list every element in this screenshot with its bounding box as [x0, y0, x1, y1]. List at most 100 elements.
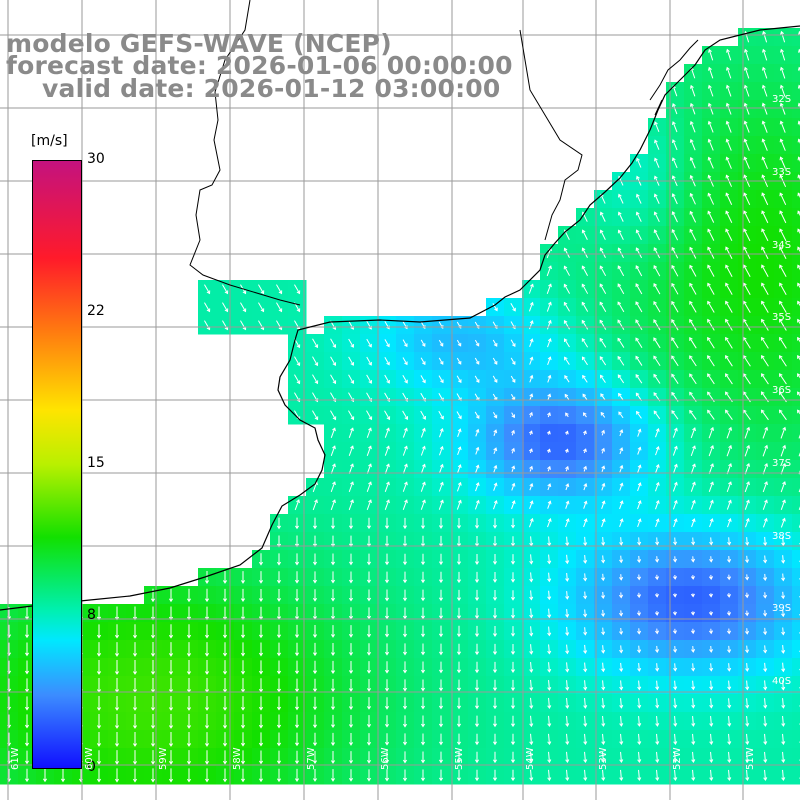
- wind-arrow: [583, 715, 588, 727]
- wind-arrow: [655, 716, 660, 727]
- wind-arrow: [672, 445, 678, 456]
- wind-arrow: [312, 624, 318, 638]
- wind-arrow: [743, 210, 751, 224]
- wind-arrow: [601, 662, 606, 673]
- wind-arrow: [619, 464, 624, 473]
- wind-arrow: [510, 554, 516, 565]
- wind-arrow: [96, 768, 102, 783]
- wind-arrow: [366, 356, 372, 366]
- wind-arrow: [438, 445, 444, 456]
- wind-arrow: [529, 608, 534, 619]
- wind-arrow: [402, 715, 408, 728]
- wind-arrow: [726, 628, 732, 635]
- wind-arrow: [564, 393, 570, 400]
- wind-arrow: [492, 554, 498, 565]
- wind-arrow: [529, 626, 534, 637]
- wind-arrow: [186, 696, 192, 711]
- wind-arrow: [672, 593, 677, 598]
- wind-arrow: [474, 518, 480, 529]
- wind-arrow: [707, 156, 714, 169]
- lat-label: 37S: [772, 458, 792, 469]
- wind-arrow: [258, 732, 264, 747]
- wind-arrow: [529, 338, 534, 347]
- wind-arrow: [132, 606, 138, 621]
- wind-arrow: [583, 627, 588, 636]
- wind-arrow: [420, 589, 426, 602]
- wind-arrow: [763, 680, 768, 691]
- wind-arrow: [583, 662, 588, 673]
- wind-arrow: [384, 661, 390, 674]
- wind-arrow: [456, 481, 462, 492]
- wind-arrow: [456, 607, 462, 620]
- wind-arrow: [601, 769, 606, 782]
- wind-arrow: [672, 628, 678, 635]
- wind-arrow: [24, 660, 30, 675]
- wind-arrow: [601, 627, 606, 636]
- wind-arrow: [673, 646, 678, 653]
- wind-arrow: [707, 300, 715, 313]
- wind-arrow: [529, 482, 534, 491]
- wind-arrow: [204, 302, 211, 313]
- wind-arrow: [709, 769, 714, 782]
- lon-label: 59W: [158, 747, 169, 770]
- wind-arrow: [601, 518, 606, 528]
- wind-arrow: [384, 571, 390, 584]
- wind-arrow: [617, 337, 625, 348]
- wind-arrow: [654, 157, 660, 168]
- wind-arrow: [366, 571, 372, 584]
- wind-arrow: [565, 609, 570, 618]
- wind-arrow: [601, 645, 606, 654]
- legend-tick-8: 8: [87, 607, 96, 623]
- wind-arrow: [762, 462, 769, 475]
- wind-arrow: [689, 120, 696, 133]
- wind-arrow: [653, 410, 661, 420]
- wind-arrow: [492, 357, 498, 365]
- wind-arrow: [636, 157, 642, 168]
- wind-arrow: [348, 410, 355, 421]
- wind-arrow: [689, 355, 697, 367]
- wind-arrow: [475, 428, 480, 437]
- wind-arrow: [529, 411, 533, 418]
- wind-arrow: [438, 375, 444, 384]
- wind-arrow: [636, 574, 642, 581]
- wind-arrow: [635, 301, 643, 313]
- wind-arrow: [547, 356, 552, 366]
- wind-arrow: [673, 716, 678, 727]
- wind-arrow: [348, 553, 354, 566]
- wind-arrow: [671, 211, 678, 223]
- legend-tick-15: 15: [87, 455, 105, 471]
- wind-arrow: [564, 356, 570, 365]
- wind-arrow: [599, 319, 607, 330]
- wind-arrow: [673, 556, 678, 563]
- wind-arrow: [150, 660, 156, 675]
- wind-arrow: [797, 174, 800, 180]
- wind-cell: [792, 532, 800, 551]
- wind-arrow: [637, 428, 642, 437]
- wind-arrow: [294, 624, 300, 639]
- wind-arrow: [726, 481, 732, 493]
- wind-arrow: [456, 357, 462, 365]
- wind-cell: [792, 586, 800, 605]
- wind-cell: [792, 460, 800, 479]
- wind-arrow: [528, 301, 534, 312]
- wind-arrow: [780, 499, 786, 510]
- wind-arrow: [689, 138, 696, 151]
- wind-arrow: [583, 430, 587, 436]
- wind-arrow: [583, 698, 588, 709]
- wind-arrow: [402, 339, 408, 348]
- wind-arrow: [763, 769, 768, 782]
- wind-arrow: [258, 768, 264, 783]
- wind-arrow: [583, 465, 588, 472]
- wind-arrow: [366, 499, 372, 511]
- wind-arrow: [600, 374, 606, 383]
- wind-arrow: [583, 536, 588, 547]
- wind-arrow: [619, 662, 624, 673]
- wind-arrow: [366, 445, 372, 456]
- wind-arrow: [294, 714, 300, 729]
- wind-arrow: [727, 537, 732, 546]
- wind-cell: [792, 766, 800, 785]
- wind-arrow: [581, 265, 589, 276]
- wind-arrow: [348, 445, 354, 456]
- wind-arrow: [744, 481, 750, 493]
- wind-arrow: [762, 30, 768, 43]
